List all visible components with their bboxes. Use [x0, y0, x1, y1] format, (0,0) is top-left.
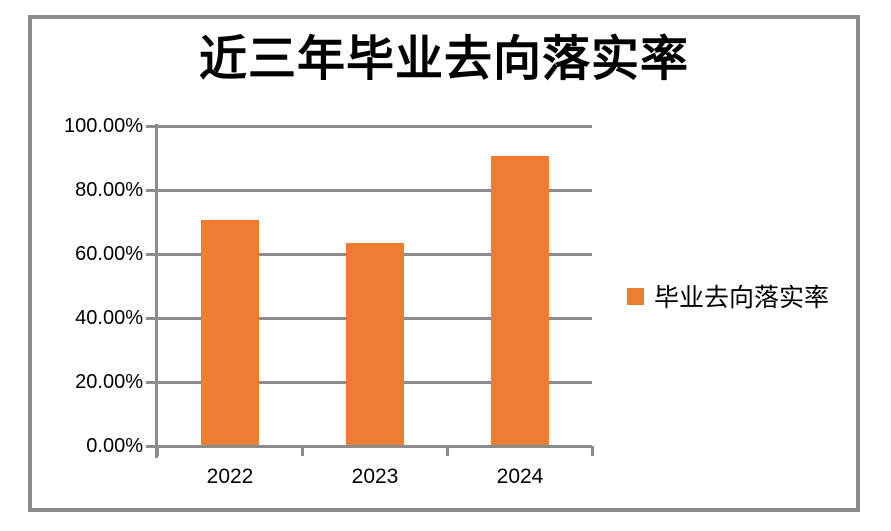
y-tick: [146, 189, 157, 192]
y-tick: [146, 317, 157, 320]
chart-border: [28, 15, 860, 512]
x-axis-label: 2024: [496, 465, 544, 488]
y-axis-line: [155, 124, 158, 458]
y-tick: [146, 253, 157, 256]
x-tick: [301, 446, 304, 456]
y-axis-label: 100.00%: [64, 115, 143, 137]
y-axis-label: 80.00%: [75, 179, 143, 201]
y-tick: [146, 445, 157, 448]
x-axis-label: 2023: [351, 465, 399, 488]
y-tick: [146, 381, 157, 384]
y-axis-label: 20.00%: [75, 371, 143, 393]
y-axis-label: 40.00%: [75, 307, 143, 329]
x-axis-line: [157, 445, 592, 448]
bar-2023: [346, 243, 404, 446]
legend-series-label: 毕业去向落实率: [654, 285, 830, 312]
x-axis-label: 2022: [206, 465, 254, 488]
legend: 毕业去向落实率: [627, 280, 829, 312]
gridline: [157, 125, 592, 128]
y-axis-label: 60.00%: [75, 243, 143, 265]
gridline: [157, 189, 592, 192]
bar-2024: [491, 156, 549, 446]
x-tick: [446, 446, 449, 456]
y-tick: [146, 125, 157, 128]
legend-marker-square: [627, 287, 644, 305]
x-tick: [591, 446, 594, 456]
y-axis-label: 0.00%: [86, 435, 143, 457]
x-tick: [156, 446, 159, 456]
bar-2022: [201, 220, 259, 446]
chart-title: 近三年毕业去向落实率: [198, 33, 689, 86]
